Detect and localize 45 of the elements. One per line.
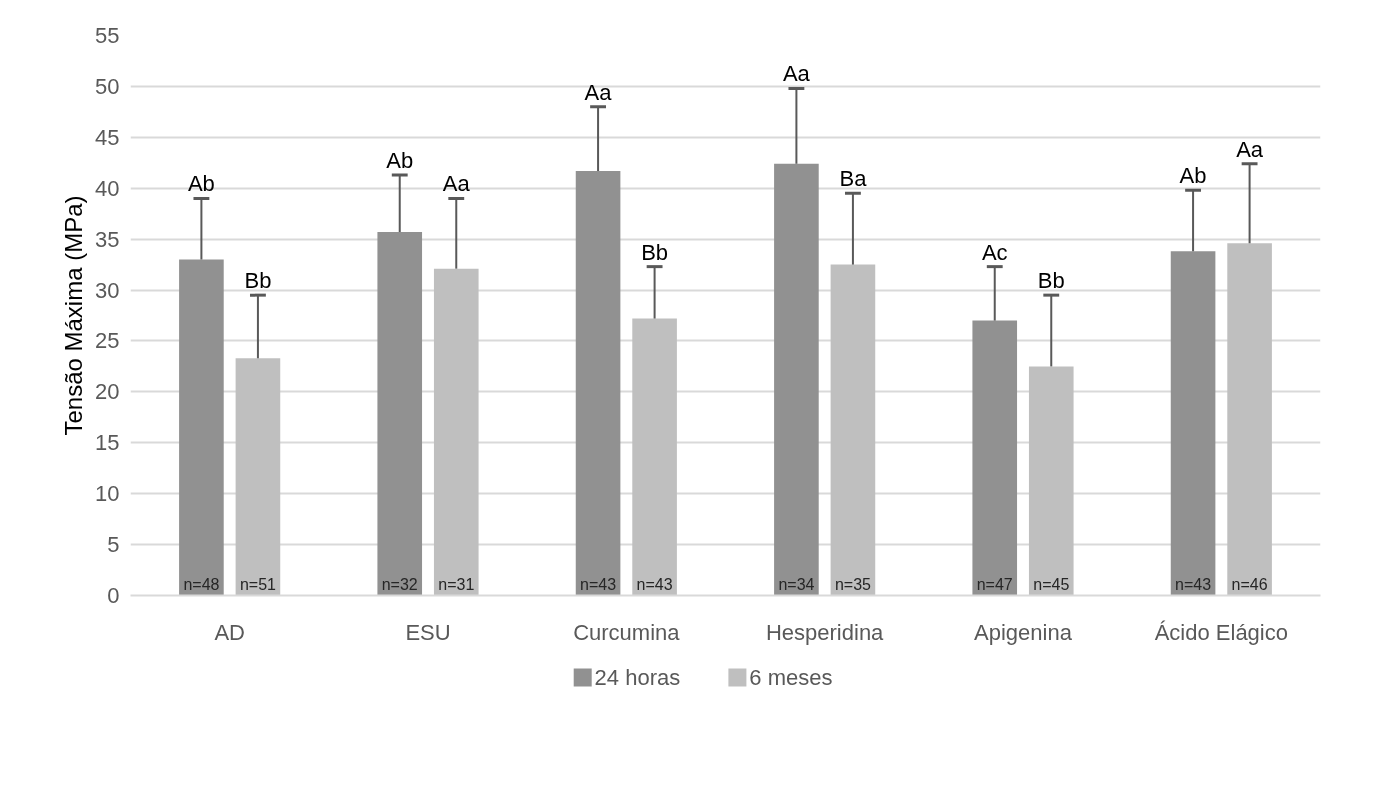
annotation: Bb bbox=[641, 239, 669, 265]
x-tick-label: ESU bbox=[405, 619, 451, 645]
y-tick-label: 5 bbox=[107, 532, 120, 558]
x-tick-label: Curcumina bbox=[573, 619, 681, 645]
y-tick-label: 0 bbox=[107, 583, 120, 608]
annotation: Ba bbox=[839, 166, 868, 192]
annotation: n=31 bbox=[438, 575, 475, 593]
y-tick-label: 25 bbox=[95, 328, 120, 354]
annotation: n=32 bbox=[381, 575, 418, 593]
annotation: Aa bbox=[1236, 136, 1264, 162]
x-tick-label: Hesperidina bbox=[765, 619, 885, 645]
annotation: n=51 bbox=[239, 575, 277, 593]
annotation: n=45 bbox=[1033, 575, 1070, 593]
annotation: n=47 bbox=[976, 575, 1013, 593]
y-tick-label: 40 bbox=[95, 175, 120, 201]
annotation: Bb bbox=[1037, 268, 1065, 294]
y-tick-label: 30 bbox=[95, 277, 120, 303]
annotation: n=34 bbox=[778, 575, 815, 593]
annotation: Ab bbox=[386, 147, 414, 173]
annotation: Ab bbox=[1179, 163, 1207, 189]
legend-label: 6 meses bbox=[749, 665, 833, 690]
annotation: Bb bbox=[244, 268, 272, 294]
annotation: n=46 bbox=[1231, 575, 1268, 593]
annotation: Aa bbox=[584, 79, 613, 105]
y-tick-label: 20 bbox=[95, 379, 120, 405]
annotation: n=43 bbox=[580, 575, 617, 593]
annotation: n=43 bbox=[636, 575, 673, 593]
x-tick-label: Apigenina bbox=[974, 619, 1073, 645]
annotation: n=35 bbox=[834, 575, 872, 593]
annotation: Ab bbox=[187, 171, 215, 197]
y-tick-label: 55 bbox=[95, 23, 120, 48]
annotation: n=48 bbox=[183, 575, 220, 593]
y-tick-label: 35 bbox=[95, 226, 120, 252]
annotation: n=43 bbox=[1175, 575, 1212, 593]
y-axis-title: Tensão Máxima (MPa) bbox=[60, 195, 88, 436]
y-tick-label: 15 bbox=[95, 430, 120, 456]
annotation: Aa bbox=[442, 171, 471, 197]
annotation: Ac bbox=[981, 239, 1008, 265]
x-tick-label: AD bbox=[214, 619, 245, 645]
annotation: Aa bbox=[782, 61, 811, 87]
y-tick-label: 50 bbox=[95, 73, 120, 99]
x-tick-label: Ácido Elágico bbox=[1154, 619, 1288, 645]
legend-label: 24 horas bbox=[594, 665, 681, 690]
y-tick-label: 10 bbox=[95, 481, 120, 507]
y-tick-label: 45 bbox=[95, 124, 120, 150]
